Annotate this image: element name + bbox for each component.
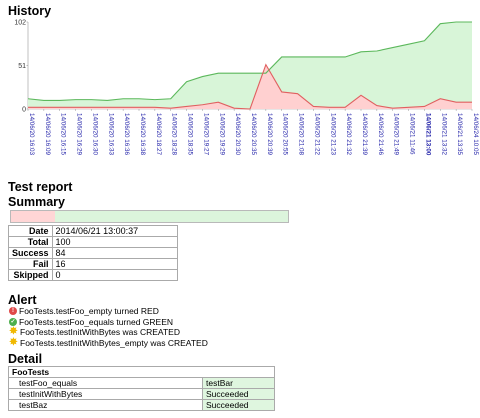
summary-title: Summary xyxy=(8,195,65,209)
x-tick-label: 14/06/21 11:46 xyxy=(409,113,416,155)
summary-value: 0 xyxy=(51,269,178,281)
test-result: testBar xyxy=(202,377,275,389)
x-tick-label: 14/06/24 10:05 xyxy=(472,113,479,156)
table-row: testFoo_equals testBar xyxy=(8,377,275,389)
x-tick-label: 14/06/20 20:35 xyxy=(250,113,257,156)
test-name: testBaz xyxy=(8,399,203,411)
x-tick-label: 14/06/20 20:39 xyxy=(266,113,273,156)
summary-row-total: Total 100 xyxy=(8,236,178,248)
detail-title: Detail xyxy=(8,352,43,366)
summary-value: 16 xyxy=(51,258,178,270)
star-icon: ✸ xyxy=(9,336,18,348)
x-tick-label: 14/06/20 19:29 xyxy=(218,113,225,156)
test-result: Succeeded xyxy=(202,399,275,411)
summary-table: Date 2014/06/21 13:00:37 Total 100 Success… xyxy=(8,225,178,281)
test-name: testFoo_equals xyxy=(8,377,203,389)
alert-item: ✸ FooTests.testInitWithBytes_empty was CR… xyxy=(9,336,208,349)
summary-row-skipped: Skipped 0 xyxy=(8,269,178,281)
x-tick-label: 14/06/20 16:38 xyxy=(139,113,146,156)
alert-title: Alert xyxy=(8,293,37,307)
summary-row-success: Success 84 xyxy=(8,247,178,259)
summary-result-bar xyxy=(10,210,289,223)
summary-success-segment xyxy=(55,211,288,222)
table-row: testBaz Succeeded xyxy=(8,399,275,411)
summary-label: Skipped xyxy=(8,269,53,281)
series-line-0 xyxy=(27,21,472,102)
x-tick-label: 14/06/20 16:30 xyxy=(91,113,98,156)
summary-fail-segment xyxy=(11,211,56,222)
x-tick-label: 14/06/20 21:22 xyxy=(313,113,320,156)
detail-group-row: FooTests xyxy=(8,366,275,378)
x-tick-label: 14/06/20 16:15 xyxy=(60,113,67,156)
test-report-title: Test report xyxy=(8,180,73,194)
x-tick-label: 14/06/21 13:00 xyxy=(424,113,431,156)
x-tick-label: 14/06/20 21:08 xyxy=(298,113,305,156)
x-tick-label: 14/06/20 16:33 xyxy=(107,113,114,156)
x-tick-label: 14/06/20 19:27 xyxy=(202,113,209,156)
alert-text: FooTests.testInitWithBytes_empty was CRE… xyxy=(20,337,208,348)
x-tick-label: 14/06/20 20:30 xyxy=(234,113,241,156)
alert-item: ! FooTests.testFoo_empty turned RED xyxy=(9,306,208,317)
summary-label: Date xyxy=(8,225,53,237)
history-title: History xyxy=(8,4,52,18)
series-area-0 xyxy=(28,22,472,109)
summary-row-fail: Fail 16 xyxy=(8,258,178,270)
test-result: Succeeded xyxy=(202,388,275,400)
star-icon: ✸ xyxy=(9,326,18,338)
table-row: testInitWithBytes Succeeded xyxy=(8,388,275,400)
x-tick-label: 14/06/20 21:23 xyxy=(329,113,336,156)
summary-label: Fail xyxy=(8,258,53,270)
summary-label: Success xyxy=(8,247,53,259)
summary-label: Total xyxy=(8,236,53,248)
x-tick-label: 14/06/20 21:39 xyxy=(361,113,368,156)
x-tick-label: 14/06/21 13:35 xyxy=(456,113,463,156)
alert-list: ! FooTests.testFoo_empty turned RED ✓ FooT… xyxy=(9,306,208,348)
summary-value: 84 xyxy=(51,247,178,259)
test-name: testInitWithBytes xyxy=(8,388,203,400)
alert-item: ✸ FooTests.testInitWithBytes was CREATED xyxy=(9,327,208,338)
alert-item: ✓ FooTests.testFoo_equals turned GREEN xyxy=(9,317,208,328)
detail-table: FooTests testFoo_equals testBar testInitW… xyxy=(8,366,275,411)
alert-text: FooTests.testInitWithBytes was CREATED xyxy=(20,327,180,337)
detail-group-name: FooTests xyxy=(8,366,275,378)
y-tick-label: 102 xyxy=(14,20,26,27)
history-chart: 102 51 014/06/20 16:03 14/06/20 16:09 14/06/… xyxy=(14,20,479,156)
series-area-1 xyxy=(28,64,472,109)
x-tick-label: 14/06/20 16:36 xyxy=(123,113,130,156)
summary-value: 2014/06/21 13:00:37 xyxy=(51,225,178,237)
x-tick-label: 14/06/20 21:32 xyxy=(345,113,352,156)
summary-row-date: Date 2014/06/21 13:00:37 xyxy=(8,225,178,237)
x-tick-label: 14/06/20 21:46 xyxy=(377,113,384,156)
y-tick-label: 51 xyxy=(18,63,26,70)
summary-value: 100 xyxy=(51,236,178,248)
x-tick-label: 14/06/21 13:32 xyxy=(440,113,447,156)
x-tick-label: 14/06/20 16:03 xyxy=(28,113,35,156)
red-alert-icon: ! xyxy=(9,307,17,316)
x-tick-label: 14/06/20 21:49 xyxy=(393,113,400,156)
green-check-icon: ✓ xyxy=(9,317,17,326)
x-tick-label: 14/06/20 16:09 xyxy=(44,113,51,156)
x-tick-label: 14/06/20 18:27 xyxy=(155,113,162,156)
alert-text: FooTests.testFoo_equals turned GREEN xyxy=(19,316,174,327)
alert-text: FooTests.testFoo_empty turned RED xyxy=(19,306,159,316)
x-tick-label: 14/06/20 16:29 xyxy=(76,113,83,156)
x-tick-label: 14/06/20 18:28 xyxy=(171,113,178,156)
x-tick-label: 14/06/20 18:35 xyxy=(187,113,194,156)
x-tick-label: 14/06/20 20:55 xyxy=(282,113,289,156)
y-tick-label: 0 xyxy=(22,107,26,114)
